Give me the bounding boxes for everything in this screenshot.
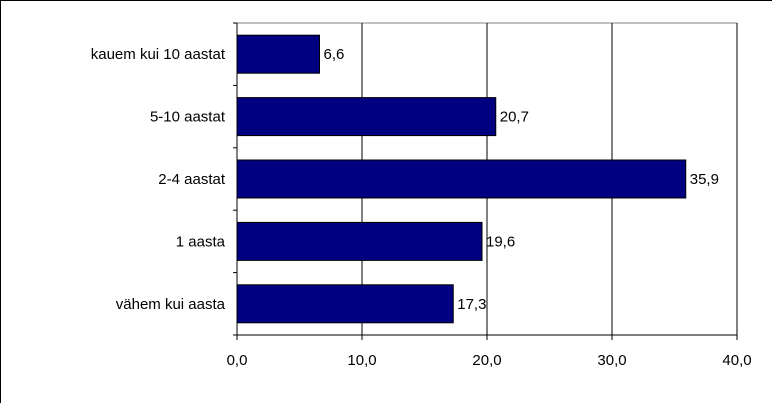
x-tick-label: 40,0 (722, 352, 751, 369)
category-label: 5-10 aastat (150, 109, 226, 126)
category-label: 1 aasta (176, 233, 226, 250)
x-tick-label: 0,0 (227, 352, 248, 369)
value-label: 17,3 (457, 296, 486, 313)
x-tick-label: 30,0 (597, 352, 626, 369)
bar (236, 221, 483, 261)
category-label: 2-4 aastat (158, 171, 226, 188)
value-label: 6,6 (324, 46, 345, 63)
value-label: 35,9 (690, 171, 719, 188)
bar (236, 97, 497, 137)
bar (236, 159, 687, 199)
bars (236, 34, 687, 324)
x-tick-label: 20,0 (472, 352, 501, 369)
x-tick-label: 10,0 (347, 352, 376, 369)
category-label: vähem kui aasta (116, 296, 226, 313)
bar (236, 34, 320, 74)
value-label: 20,7 (500, 109, 529, 126)
value-label: 19,6 (486, 233, 515, 250)
bar (236, 284, 454, 324)
category-label: kauem kui 10 aastat (91, 46, 226, 63)
labels: 0,0 10,0 20,0 30,0 40,0 kauem kui 10 aastat 6,… (91, 46, 752, 369)
